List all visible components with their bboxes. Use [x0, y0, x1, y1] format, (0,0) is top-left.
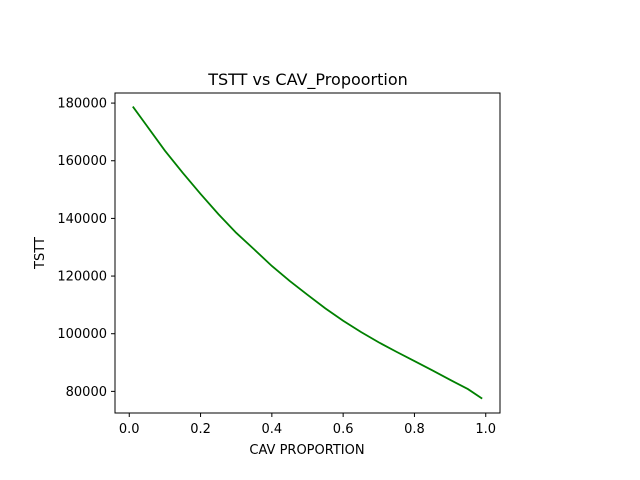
x-tick-label: 0.6 — [333, 422, 354, 437]
chart-title: TSTT vs CAV_Propoortion — [207, 70, 408, 90]
x-tick-label: 0.2 — [190, 422, 211, 437]
x-tick-label: 1.0 — [475, 422, 496, 437]
y-tick-label: 160000 — [57, 154, 107, 169]
x-tick-label: 0.8 — [404, 422, 425, 437]
x-tick-label: 0.4 — [262, 422, 283, 437]
x-tick-label: 0.0 — [119, 422, 140, 437]
plot-frame — [114, 92, 501, 414]
y-tick-label: 80000 — [66, 385, 107, 400]
plot-area — [114, 92, 501, 414]
y-tick-label: 120000 — [57, 270, 107, 285]
y-tick-label: 140000 — [57, 212, 107, 227]
y-tick-label: 180000 — [57, 97, 107, 112]
series-line-tstt — [132, 106, 483, 400]
y-tick-label: 100000 — [57, 327, 107, 342]
x-axis: 0.0 0.2 0.4 0.6 0.8 1.0 — [119, 413, 496, 437]
y-axis-label: TSTT — [33, 237, 48, 270]
y-axis: 80000 100000 120000 140000 160000 180000 — [57, 97, 115, 400]
x-axis-label: CAV PROPORTION — [249, 443, 364, 458]
